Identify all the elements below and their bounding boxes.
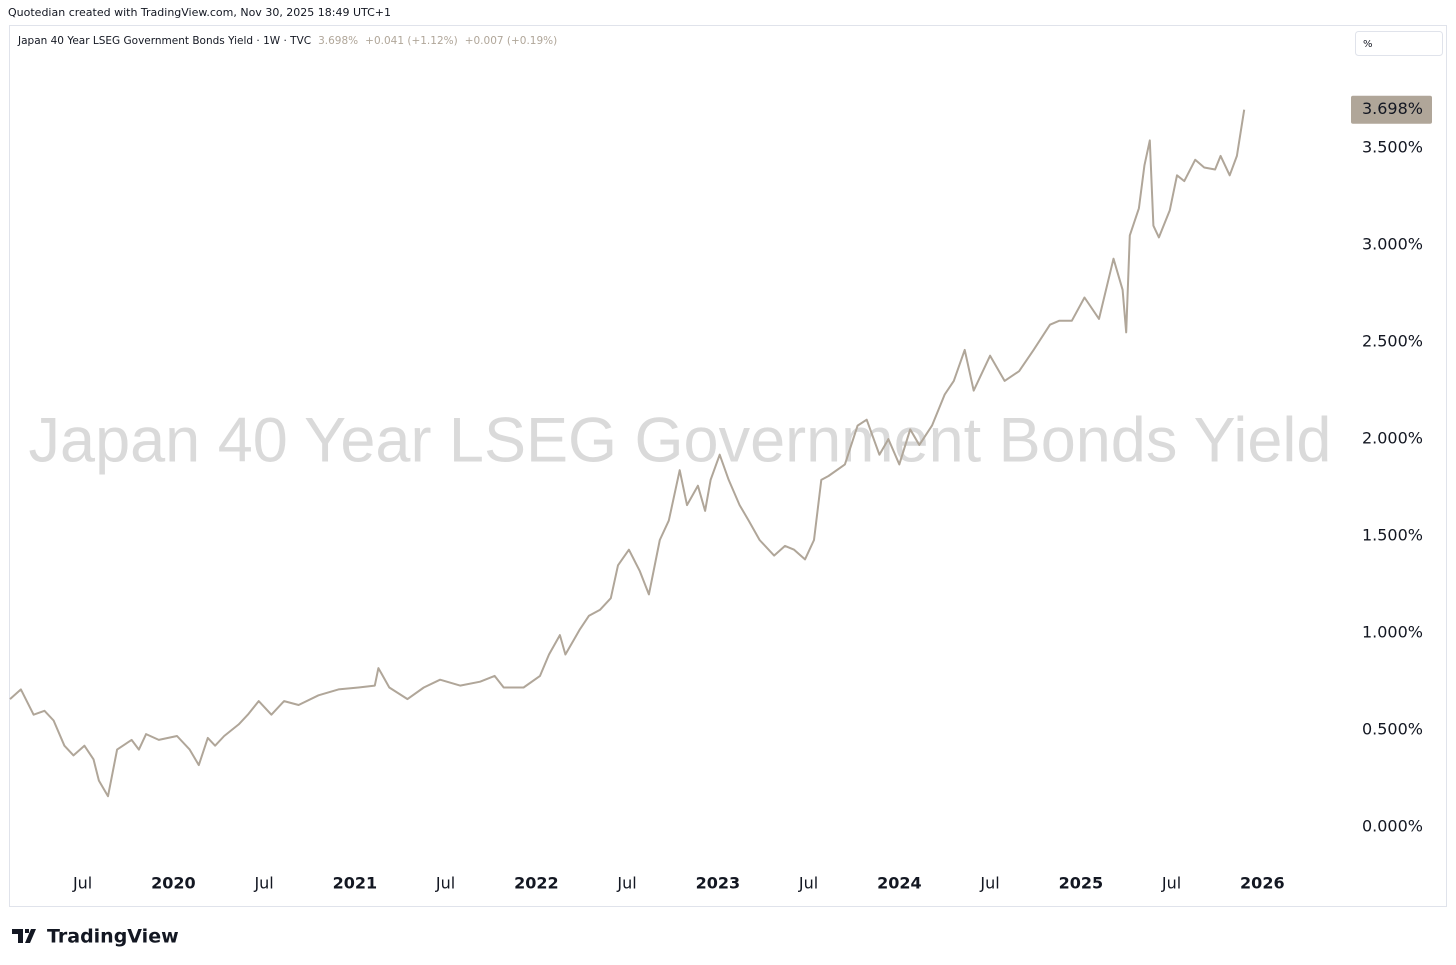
- legend-label: Japan 40 Year LSEG Government Bonds Yiel…: [17, 35, 311, 47]
- y-tick-label: 3.000%: [1362, 235, 1423, 254]
- legend: Japan 40 Year LSEG Government Bonds Yiel…: [17, 35, 557, 47]
- y-tick-label: 0.500%: [1362, 720, 1423, 739]
- logo: TradingView: [12, 926, 179, 948]
- x-tick-label: Jul: [798, 874, 818, 893]
- scale-button[interactable]: [1355, 31, 1443, 56]
- chart-frame: [9, 25, 1447, 907]
- watermark: Japan 40 Year LSEG Government Bonds Yiel…: [29, 406, 1332, 476]
- x-tick-label: Jul: [72, 874, 92, 893]
- last-value-badge: [1351, 95, 1432, 124]
- last-value-label: 3.698%: [1362, 99, 1423, 118]
- x-tick-label: Jul: [979, 874, 999, 893]
- x-tick-label: 2023: [696, 874, 741, 893]
- y-tick-label: 1.500%: [1362, 526, 1423, 545]
- y-tick-label: 2.500%: [1362, 332, 1423, 351]
- legend-stat: +0.041 (+1.12%): [365, 35, 458, 47]
- x-tick-label: Jul: [435, 874, 455, 893]
- logo-mark: [12, 929, 36, 943]
- x-tick-label: 2020: [151, 874, 196, 893]
- price-line: [9, 109, 1246, 798]
- x-tick-label: 2025: [1059, 874, 1104, 893]
- y-tick-label: 1.000%: [1362, 623, 1423, 642]
- scale-button-label[interactable]: %: [1363, 39, 1373, 50]
- y-tick-label: 0.000%: [1362, 817, 1423, 836]
- x-tick-label: 2022: [514, 874, 559, 893]
- legend-stat: 3.698%: [318, 35, 358, 47]
- y-tick-label: 2.000%: [1362, 429, 1423, 448]
- x-tick-label: 2021: [333, 874, 378, 893]
- attribution: Quotedian created with TradingView.com, …: [8, 6, 391, 19]
- x-tick-label: Jul: [616, 874, 636, 893]
- x-tick-label: 2024: [877, 874, 922, 893]
- x-tick-label: 2026: [1240, 874, 1285, 893]
- logo-text: TradingView: [47, 926, 179, 948]
- x-tick-label: Jul: [253, 874, 273, 893]
- legend-stat: +0.007 (+0.19%): [465, 35, 558, 47]
- x-tick-label: Jul: [1161, 874, 1181, 893]
- y-tick-label: 3.500%: [1362, 138, 1423, 157]
